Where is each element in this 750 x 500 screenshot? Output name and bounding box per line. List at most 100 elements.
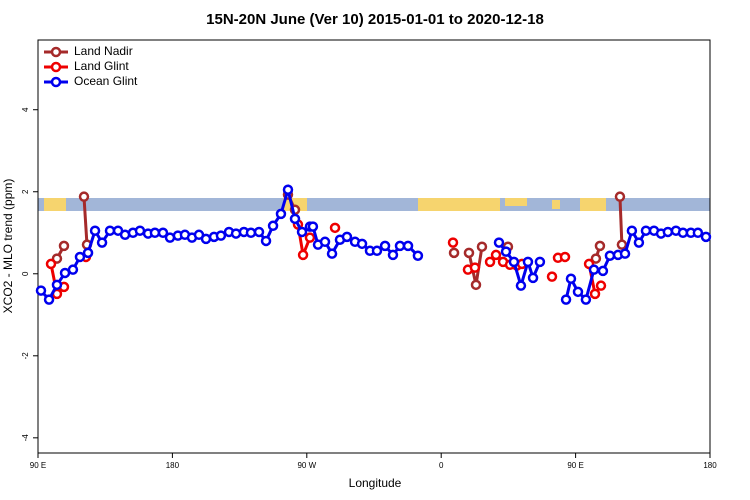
chart-title: 15N-20N June (Ver 10) 2015-01-01 to 2020… xyxy=(206,11,544,28)
y-tick-label: -2 xyxy=(21,352,30,360)
x-tick-label: 90 E xyxy=(567,461,583,470)
data-point xyxy=(387,249,399,261)
data-point xyxy=(341,231,353,243)
data-point xyxy=(356,238,368,250)
data-point xyxy=(604,250,616,261)
data-point xyxy=(447,237,459,248)
data-point xyxy=(500,246,512,257)
legend-label: Land Glint xyxy=(74,59,129,73)
data-point xyxy=(307,221,319,232)
data-point xyxy=(616,239,628,250)
data-point xyxy=(590,253,602,264)
legend-marker xyxy=(50,61,62,73)
data-point xyxy=(463,247,475,259)
data-point xyxy=(402,240,414,252)
data-point xyxy=(515,280,527,291)
data-point xyxy=(394,240,406,252)
data-point xyxy=(546,271,558,282)
data-point xyxy=(588,264,600,275)
data-point xyxy=(35,285,47,296)
data-point xyxy=(614,191,626,202)
data-point xyxy=(78,191,90,202)
y-tick-label: 2 xyxy=(21,189,30,194)
data-point xyxy=(260,235,272,247)
data-point xyxy=(58,240,70,252)
data-point xyxy=(522,256,534,268)
data-point xyxy=(296,226,308,238)
data-point xyxy=(508,256,520,268)
data-point xyxy=(692,227,704,239)
data-point xyxy=(329,222,341,234)
data-point xyxy=(662,226,674,238)
data-point xyxy=(490,249,502,261)
data-point xyxy=(200,233,212,245)
data-point xyxy=(89,225,101,236)
y-tick-label: 4 xyxy=(21,107,30,112)
series-line xyxy=(618,196,624,245)
map-strip xyxy=(38,198,710,211)
plot-frame xyxy=(37,39,711,454)
data-point xyxy=(595,280,607,291)
legend-label: Land Nadir xyxy=(74,44,133,58)
data-point xyxy=(157,227,169,239)
data-point xyxy=(253,226,265,238)
x-tick-label: 90 E xyxy=(30,461,46,470)
data-point xyxy=(476,241,488,252)
x-tick-label: 90 W xyxy=(297,461,316,470)
legend-marker xyxy=(50,46,62,58)
data-point xyxy=(527,272,539,284)
data-point xyxy=(597,265,609,277)
x-tick-label: 180 xyxy=(703,461,717,470)
data-point xyxy=(572,286,584,298)
data-point xyxy=(215,230,227,241)
data-point xyxy=(304,232,316,243)
data-point xyxy=(326,248,338,259)
y-tick-label: -4 xyxy=(21,434,30,442)
data-point xyxy=(371,245,383,257)
legend-marker xyxy=(50,76,62,88)
data-point xyxy=(594,240,606,252)
x-tick-label: 180 xyxy=(166,461,180,470)
data-point xyxy=(289,213,301,225)
y-axis-label: XCO2 - MLO trend (ppm) xyxy=(1,179,15,314)
data-point xyxy=(560,294,572,305)
data-point xyxy=(640,225,652,236)
data-point xyxy=(43,294,55,305)
data-point xyxy=(559,251,571,263)
series-line xyxy=(82,196,89,245)
data-point xyxy=(96,237,108,248)
data-point xyxy=(149,227,161,239)
data-point xyxy=(245,227,257,239)
data-point xyxy=(82,247,94,259)
data-point xyxy=(134,225,146,236)
data-point xyxy=(74,251,86,263)
x-tick-label: 0 xyxy=(439,461,444,470)
data-point xyxy=(469,262,481,273)
data-point xyxy=(633,237,645,248)
data-point xyxy=(51,279,63,291)
y-tick-label: 0 xyxy=(21,271,30,276)
data-point xyxy=(493,237,505,248)
data-point xyxy=(267,220,279,232)
data-point xyxy=(484,256,496,268)
data-point xyxy=(275,208,287,220)
data-point xyxy=(619,248,631,259)
data-point xyxy=(534,256,546,268)
data-point xyxy=(379,240,391,252)
data-point xyxy=(589,288,601,300)
data-point xyxy=(448,247,460,259)
data-point xyxy=(700,231,712,243)
data-point xyxy=(67,264,79,275)
data-point xyxy=(626,225,638,236)
data-point xyxy=(565,273,577,284)
data-point xyxy=(297,249,309,261)
data-point xyxy=(412,250,424,261)
data-point xyxy=(104,225,116,236)
data-point xyxy=(470,279,482,291)
data-point xyxy=(45,258,57,270)
data-point xyxy=(319,236,331,248)
x-axis-label: Longitude xyxy=(349,476,402,490)
data-point xyxy=(580,294,592,305)
